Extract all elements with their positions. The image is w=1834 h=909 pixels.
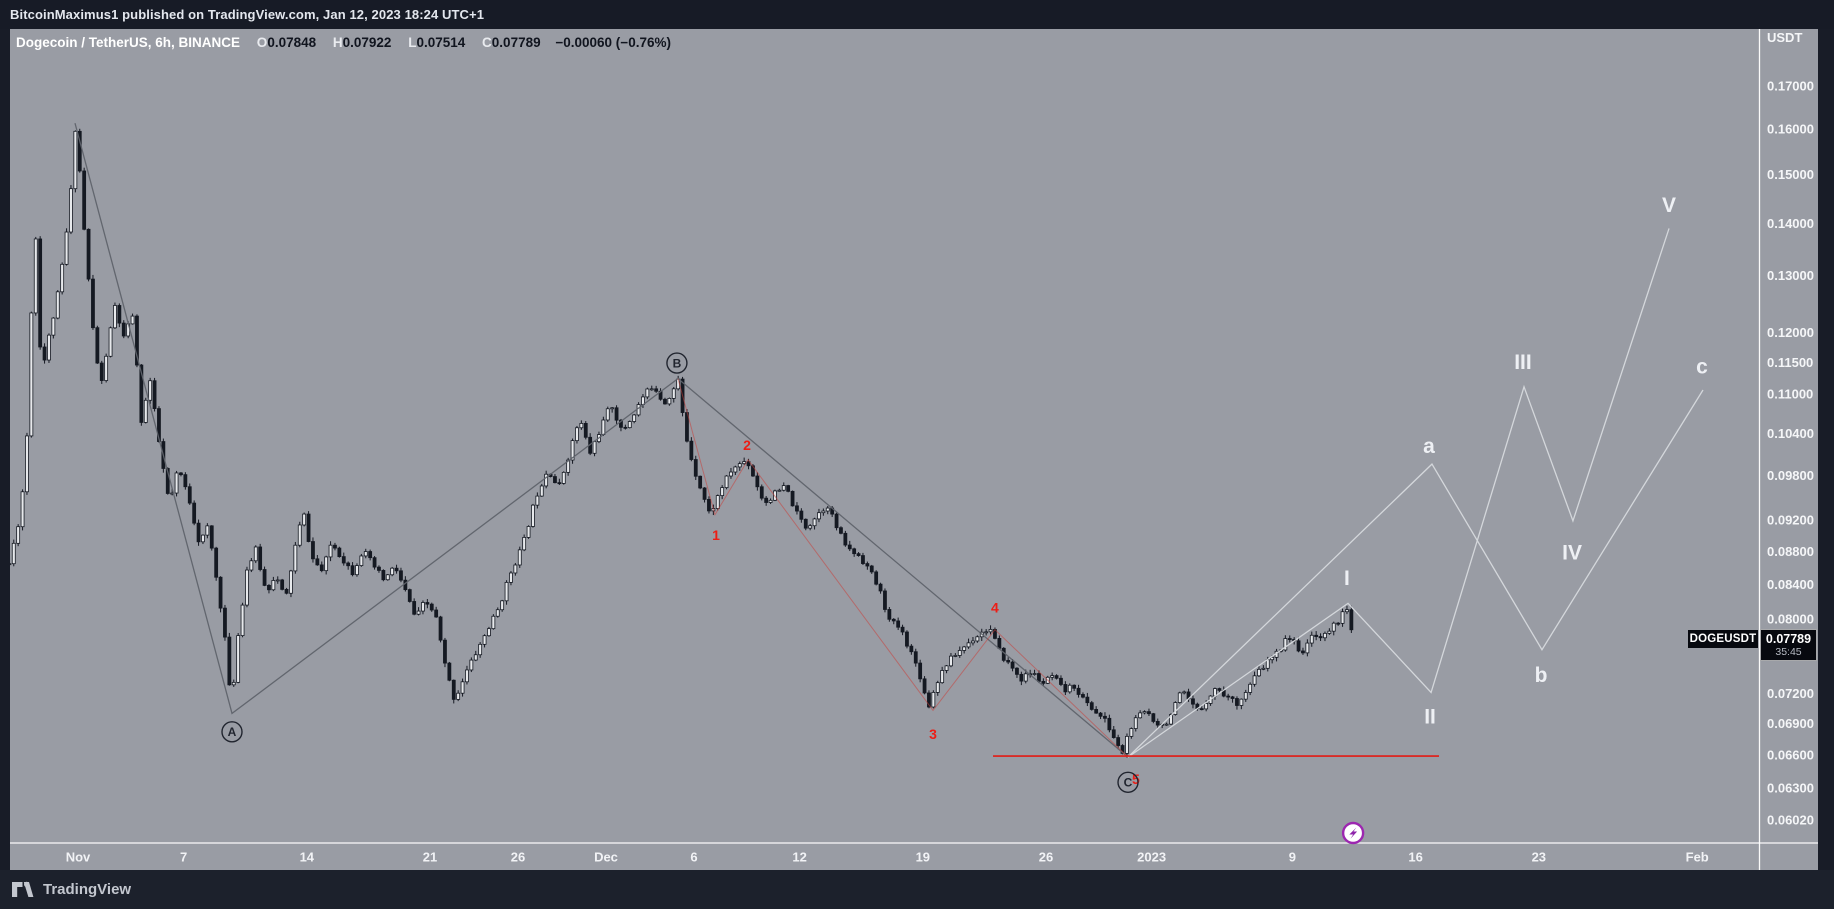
price-tick-0.06300: 0.06300 bbox=[1767, 780, 1814, 795]
abc-trendline bbox=[74, 123, 1129, 758]
price-tick-0.11500: 0.11500 bbox=[1767, 355, 1813, 370]
attribution-bar: BitcoinMaximus1 published on TradingView… bbox=[0, 0, 1834, 29]
wave-circle-B bbox=[666, 352, 688, 374]
low-label: L bbox=[408, 35, 417, 50]
red-wave-count-line bbox=[677, 378, 1129, 758]
price-tick-0.10400: 0.10400 bbox=[1767, 426, 1814, 441]
open-value: 0.07848 bbox=[267, 35, 317, 50]
price-axis[interactable]: USDT 0.17000 0.16000 0.15000 0.14000 0.13000 0… bbox=[1767, 30, 1814, 828]
time-tick-7: 7 bbox=[180, 850, 187, 865]
time-tick-19: 19 bbox=[916, 850, 930, 865]
wave-label-III: III bbox=[1514, 351, 1532, 374]
ohlc-header: Dogecoin / TetherUS, 6h, BINANCE O0.0784… bbox=[16, 35, 671, 50]
close-label: C bbox=[482, 35, 492, 50]
wave-label-C: C bbox=[1124, 776, 1133, 790]
wave-label-II: II bbox=[1424, 705, 1436, 728]
wave-label-a: a bbox=[1423, 435, 1435, 458]
price-tick-0.06600: 0.06600 bbox=[1767, 747, 1814, 762]
wave-circle-A bbox=[221, 721, 243, 743]
price-axis-currency: USDT bbox=[1767, 30, 1802, 45]
price-tick-0.16000: 0.16000 bbox=[1767, 121, 1814, 136]
price-tick-0.17000: 0.17000 bbox=[1767, 79, 1814, 94]
drawings-layer[interactable] bbox=[74, 123, 1704, 758]
correction-projection-line bbox=[1127, 389, 1704, 758]
wave-label-B: B bbox=[673, 356, 682, 370]
bar-countdown-text: 35:45 bbox=[1775, 646, 1802, 658]
time-tick-12: 12 bbox=[792, 850, 806, 865]
wave-label-5: 5 bbox=[1132, 771, 1140, 787]
footer-bar: TradingView bbox=[0, 870, 1834, 909]
price-tick-0.07200: 0.07200 bbox=[1767, 686, 1814, 701]
price-tick-0.13000: 0.13000 bbox=[1767, 268, 1814, 283]
price-tick-0.08800: 0.08800 bbox=[1767, 544, 1814, 559]
last-price-badge: 0.07789 35:45 bbox=[1760, 629, 1817, 661]
time-tick-6: 6 bbox=[690, 850, 697, 865]
price-tick-0.12000: 0.12000 bbox=[1767, 325, 1814, 340]
wave-label-A: A bbox=[228, 725, 237, 739]
time-tick-26: 26 bbox=[511, 850, 525, 865]
time-tick-9: 9 bbox=[1289, 850, 1296, 865]
tradingview-logo-icon[interactable] bbox=[12, 881, 35, 898]
badge-symbol-text: DOGEUSDT bbox=[1689, 633, 1757, 645]
low-value: 0.07514 bbox=[416, 35, 466, 50]
wave-label-I: I bbox=[1344, 567, 1350, 590]
wave-label-V: V bbox=[1662, 194, 1676, 217]
time-tick-26: 26 bbox=[1039, 850, 1053, 865]
price-tick-0.09200: 0.09200 bbox=[1767, 513, 1814, 528]
close-value: 0.07789 bbox=[491, 35, 541, 50]
wave-label-3: 3 bbox=[929, 726, 937, 742]
badge-price-text: 0.07789 bbox=[1765, 632, 1812, 646]
price-tick-0.14000: 0.14000 bbox=[1767, 216, 1814, 231]
price-tick-0.06020: 0.06020 bbox=[1767, 813, 1814, 828]
time-tick-Dec: Dec bbox=[594, 850, 618, 865]
chart-panel[interactable] bbox=[10, 29, 1818, 870]
change-value: −0.00060 (−0.76%) bbox=[555, 35, 671, 50]
time-tick-Feb: Feb bbox=[1686, 850, 1709, 865]
time-tick-16: 16 bbox=[1408, 850, 1422, 865]
time-tick-Nov: Nov bbox=[66, 850, 91, 865]
price-tick-0.09800: 0.09800 bbox=[1767, 468, 1814, 483]
wave-label-2: 2 bbox=[743, 437, 751, 453]
symbol-title: Dogecoin / TetherUS, 6h, BINANCE bbox=[16, 35, 241, 50]
impulse-projection-line bbox=[1127, 228, 1670, 758]
wave-label-4: 4 bbox=[991, 600, 999, 616]
time-tick-14: 14 bbox=[300, 850, 315, 865]
time-tick-2023: 2023 bbox=[1137, 850, 1166, 865]
price-tick-0.06900: 0.06900 bbox=[1767, 716, 1814, 731]
price-tick-0.08000: 0.08000 bbox=[1767, 611, 1814, 626]
open-label: O bbox=[256, 35, 268, 50]
wave-label-IV: IV bbox=[1562, 541, 1582, 564]
high-value: 0.07922 bbox=[342, 35, 392, 50]
price-tick-0.11000: 0.11000 bbox=[1767, 386, 1813, 401]
time-tick-23: 23 bbox=[1532, 850, 1546, 865]
price-tick-0.08400: 0.08400 bbox=[1767, 577, 1814, 592]
attribution-text: BitcoinMaximus1 published on TradingView… bbox=[10, 7, 485, 22]
wave-label-b: b bbox=[1535, 664, 1548, 687]
tradingview-logo-text[interactable]: TradingView bbox=[43, 881, 132, 898]
wave-circle-C bbox=[1117, 771, 1139, 793]
last-price-symbol-badge: DOGEUSDT bbox=[1688, 630, 1758, 648]
time-tick-21: 21 bbox=[423, 850, 437, 865]
time-axis[interactable]: Nov 7 14 21 26 Dec 6 12 19 26 2023 9 16 23 Feb bbox=[66, 850, 1709, 865]
publish-marker-icon[interactable] bbox=[1341, 821, 1365, 845]
wave-label-1: 1 bbox=[712, 527, 720, 543]
price-tick-0.15000: 0.15000 bbox=[1767, 167, 1814, 182]
wave-label-c: c bbox=[1696, 356, 1708, 379]
high-label: H bbox=[332, 35, 343, 50]
